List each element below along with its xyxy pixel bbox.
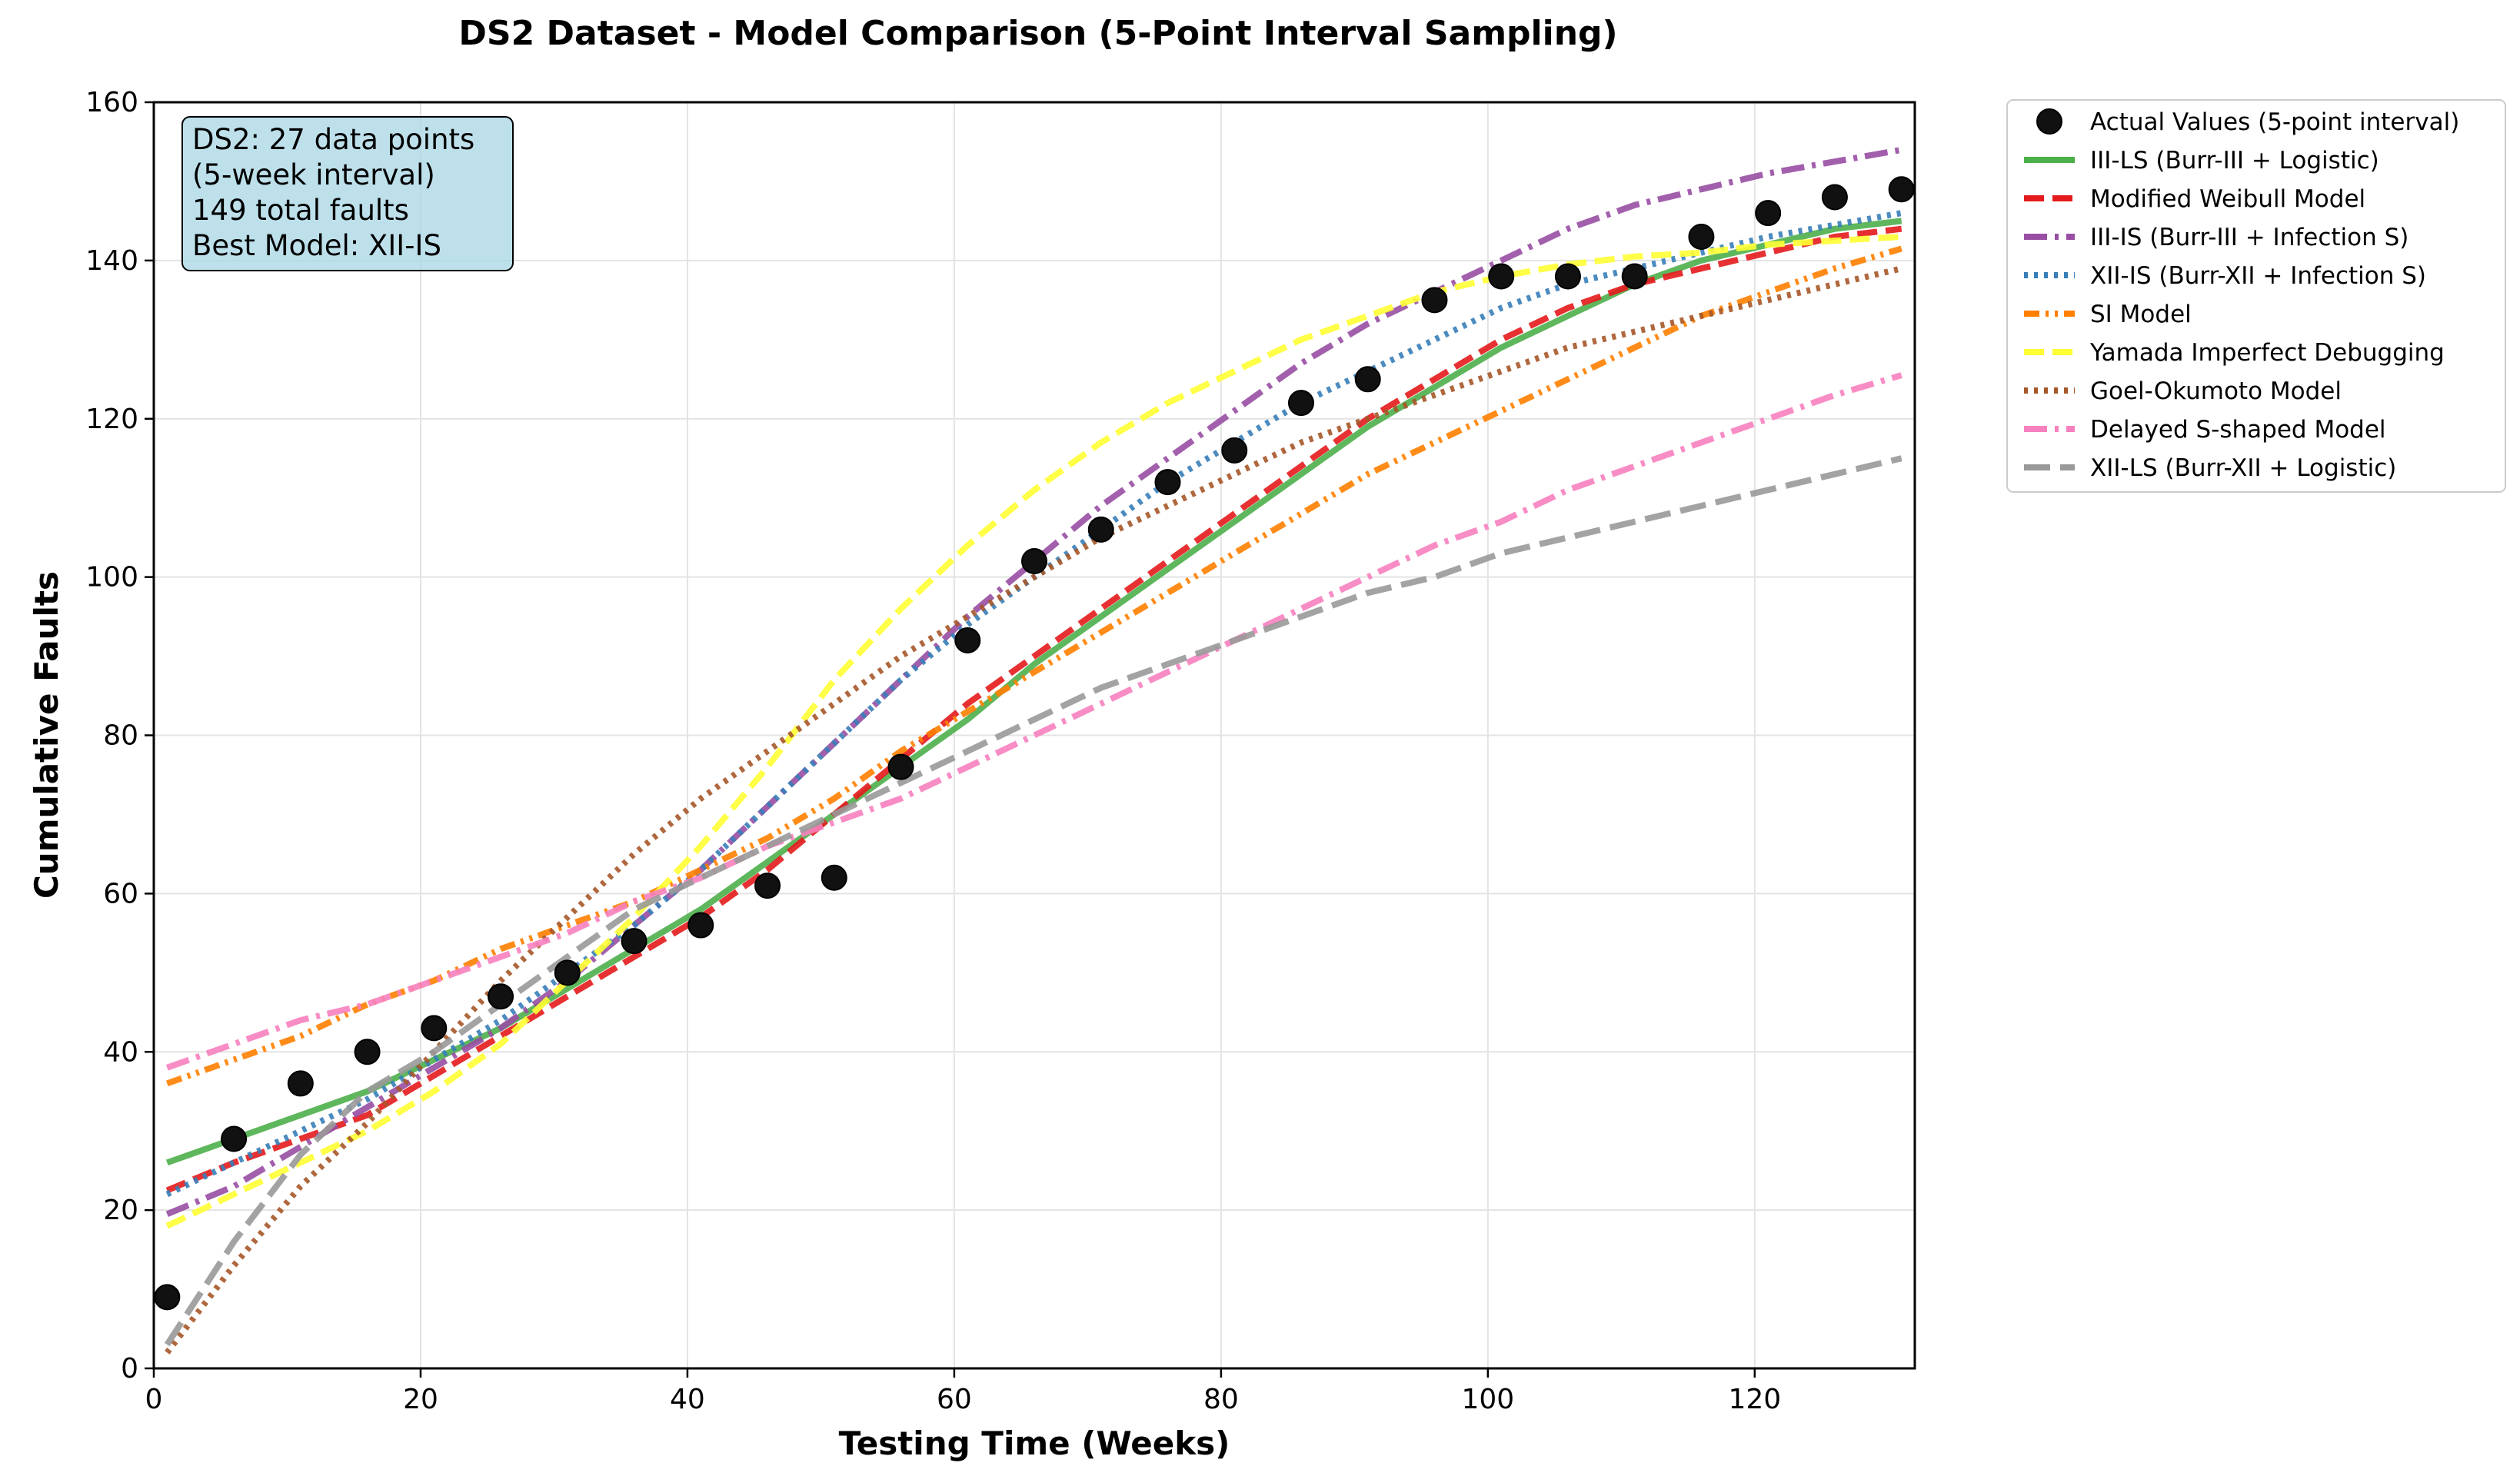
actual-value-point: [354, 1039, 381, 1065]
legend-label: Yamada Imperfect Debugging: [2089, 339, 2445, 367]
actual-value-point: [221, 1125, 248, 1152]
legend-label: XII-LS (Burr-XII + Logistic): [2090, 454, 2396, 482]
legend-label: Goel-Okumoto Model: [2090, 377, 2342, 405]
legend-label: Actual Values (5-point interval): [2090, 108, 2459, 136]
chart-title: DS2 Dataset - Model Comparison (5-Point …: [458, 14, 1617, 53]
x-tick-label: 120: [1728, 1384, 1781, 1415]
y-tick-label: 160: [85, 87, 138, 118]
actual-value-point: [1287, 390, 1314, 417]
actual-value-point: [1087, 516, 1114, 543]
actual-value-point: [1021, 548, 1047, 575]
series-line-modified-weibull-model: [165, 225, 1902, 1194]
actual-value-point: [1621, 263, 1648, 290]
tick-layer: 0 20 40 60 80 100 120 0 20 40 60 80 100 120 140 160: [85, 87, 1781, 1415]
legend-box: [2006, 99, 2506, 493]
actual-value-point: [621, 928, 647, 955]
actual-value-point: [1221, 437, 1248, 464]
y-axis-label: Cumulative Faults: [28, 571, 65, 899]
actual-value-point: [287, 1070, 314, 1097]
y-tick-label: 120: [85, 404, 138, 435]
scatter-layer: [154, 176, 1915, 1311]
actual-value-point: [1688, 223, 1715, 250]
annotation-line-2: (5-week interval): [192, 158, 435, 191]
x-tick-label: 100: [1461, 1384, 1514, 1415]
x-axis-label: Testing Time (Weeks): [839, 1424, 1230, 1462]
legend-marker-actual-values: [2036, 108, 2062, 135]
series-line-goel-okumoto-model: [165, 265, 1902, 1355]
legend-label: Modified Weibull Model: [2090, 185, 2365, 213]
actual-value-point: [554, 959, 581, 986]
actual-value-point: [1888, 176, 1915, 203]
actual-value-point: [1488, 263, 1515, 290]
annotation-line-3: 149 total faults: [192, 194, 409, 227]
series-line-delayed-s-shaped-model: [165, 372, 1902, 1071]
actual-value-point: [1154, 469, 1181, 496]
x-tick-label: 20: [403, 1384, 438, 1415]
series-layer: [164, 146, 1902, 1355]
legend-label: III-IS (Burr-III + Infection S): [2090, 224, 2408, 251]
annotation-line-1: DS2: 27 data points: [192, 123, 474, 156]
legend: Actual Values (5-point interval) III-LS (…: [2006, 99, 2506, 493]
legend-label: XII-IS (Burr-XII + Infection S): [2090, 262, 2426, 290]
actual-value-point: [1554, 263, 1581, 290]
actual-value-point: [754, 873, 781, 899]
x-tick-label: 80: [1203, 1384, 1239, 1415]
actual-value-point: [1354, 366, 1381, 393]
series-line-iii-is-burr-iii-infection-s: [165, 146, 1902, 1217]
y-tick-label: 140: [85, 245, 138, 277]
actual-value-point: [687, 912, 714, 939]
y-tick-label: 100: [85, 562, 138, 593]
series-line-yamada-imperfect-debugging: [165, 234, 1902, 1229]
x-tick-label: 0: [145, 1384, 163, 1415]
annotation-line-4: Best Model: XII-IS: [192, 229, 441, 262]
actual-value-point: [421, 1015, 448, 1042]
y-tick-label: 0: [121, 1353, 138, 1385]
legend-label: III-LS (Burr-III + Logistic): [2090, 147, 2379, 175]
actual-value-point: [1821, 184, 1848, 211]
y-tick-label: 40: [103, 1036, 138, 1068]
actual-value-point: [1755, 200, 1782, 227]
actual-value-point: [887, 753, 914, 780]
actual-value-point: [954, 627, 981, 653]
y-tick-label: 60: [103, 878, 138, 909]
y-tick-label: 80: [103, 720, 138, 752]
legend-label: Delayed S-shaped Model: [2090, 416, 2386, 444]
actual-value-point: [821, 864, 847, 891]
grid-layer: [153, 101, 1915, 1369]
series-line-xii-is-burr-xii-infection-s: [165, 210, 1902, 1198]
x-tick-label: 60: [937, 1384, 972, 1415]
actual-value-point: [488, 983, 514, 1010]
annotation-box: DS2: 27 data points (5-week interval) 14…: [181, 116, 514, 271]
series-line-xii-ls-burr-xii-logistic: [164, 455, 1902, 1347]
actual-value-point: [1421, 287, 1448, 314]
legend-label: SI Model: [2090, 301, 2192, 328]
legend-items: Actual Values (5-point interval) III-LS (…: [2024, 108, 2459, 482]
y-tick-label: 20: [103, 1195, 138, 1226]
x-tick-label: 40: [670, 1384, 705, 1415]
actual-value-point: [154, 1284, 181, 1311]
